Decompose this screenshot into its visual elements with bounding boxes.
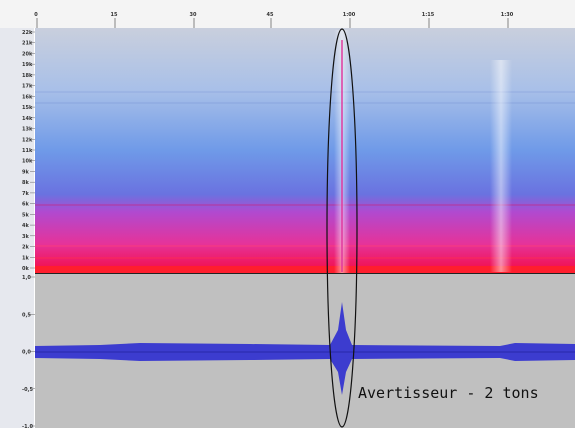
frequency-label: 11k xyxy=(22,148,33,154)
frequency-label: 5k xyxy=(22,212,29,218)
amplitude-label: 0,5 xyxy=(22,312,31,318)
annotation: Avertisseur - 2 tons xyxy=(358,384,539,402)
frequency-label: 14k xyxy=(22,116,33,122)
frequency-label: 8k xyxy=(22,180,29,186)
ruler-label: 1:15 xyxy=(422,12,435,18)
frequency-label: 3k xyxy=(22,234,29,240)
ruler-label: 30 xyxy=(190,12,197,18)
frequency-label: 17k xyxy=(22,84,33,90)
amplitude-label: 0,0 xyxy=(22,350,31,356)
frequency-label: 7k xyxy=(22,191,29,197)
highlight-ellipse xyxy=(326,28,358,428)
frequency-label: 19k xyxy=(22,62,33,68)
frequency-label: 22k xyxy=(22,30,33,36)
frequency-label: 10k xyxy=(22,159,33,165)
ruler-label: 0 xyxy=(34,12,38,18)
noise-streak xyxy=(490,60,512,272)
ruler-label: 15 xyxy=(111,12,118,18)
amplitude-label: 1,0 xyxy=(22,275,31,281)
frequency-label: 20k xyxy=(22,51,33,57)
frequency-label: 12k xyxy=(22,137,33,143)
ruler-label: 45 xyxy=(267,12,274,18)
amplitude-label: -1,0 xyxy=(22,424,33,428)
frequency-label: 2k xyxy=(22,245,29,251)
frequency-label: 18k xyxy=(22,73,33,79)
waveform xyxy=(35,302,575,395)
frequency-label: 16k xyxy=(22,94,33,100)
frequency-label: 6k xyxy=(22,202,29,208)
spectral-lines xyxy=(35,91,575,273)
vertical-ruler xyxy=(0,28,34,428)
ruler-label: 1:00 xyxy=(343,12,356,18)
frequency-label: 0k xyxy=(22,266,29,272)
timeline-ruler xyxy=(0,0,575,28)
frequency-label: 4k xyxy=(22,223,29,229)
frequency-label: 1k xyxy=(22,255,29,261)
frequency-label: 9k xyxy=(22,169,29,175)
spectrogram xyxy=(35,28,575,273)
frequency-label: 15k xyxy=(22,105,33,111)
amplitude-label: -0,5 xyxy=(22,387,33,393)
frequency-label: 21k xyxy=(22,41,33,47)
ruler-label: 1:30 xyxy=(501,12,514,18)
frequency-label: 13k xyxy=(22,127,33,133)
